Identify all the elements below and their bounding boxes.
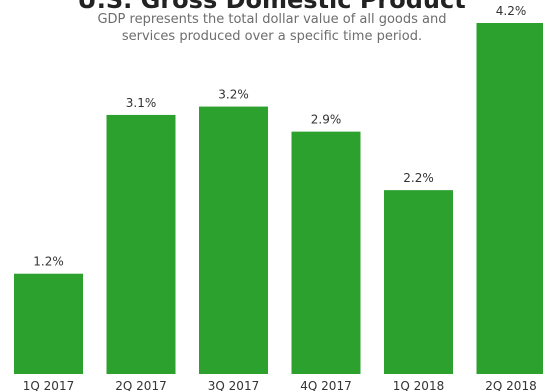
value-label: 2.2%: [403, 171, 434, 185]
value-label: 3.1%: [126, 96, 157, 110]
bar-1q-2018: [384, 190, 453, 374]
value-label: 4.2%: [496, 4, 527, 18]
bar-4q-2017: [291, 131, 361, 374]
value-label: 1.2%: [33, 255, 64, 269]
chart-subtitle: GDP represents the total dollar value of…: [97, 12, 447, 44]
bar-2q-2018: [476, 23, 543, 374]
bar-3q-2017: [199, 106, 268, 375]
x-tick-label: 1Q 2017: [23, 379, 74, 391]
bar-1q-2017: [14, 273, 83, 374]
chart-title: U.S. Gross Domestic Product: [77, 0, 466, 14]
bar-2q-2017: [106, 114, 176, 374]
x-tick-label: 2Q 2017: [115, 379, 166, 391]
x-tick-label: 3Q 2017: [208, 379, 259, 391]
value-label: 3.2%: [218, 88, 249, 102]
x-tick-label: 1Q 2018: [393, 379, 444, 391]
x-tick-label: 2Q 2018: [485, 379, 536, 391]
x-tick-label: 4Q 2017: [300, 379, 351, 391]
value-label: 2.9%: [311, 113, 342, 127]
